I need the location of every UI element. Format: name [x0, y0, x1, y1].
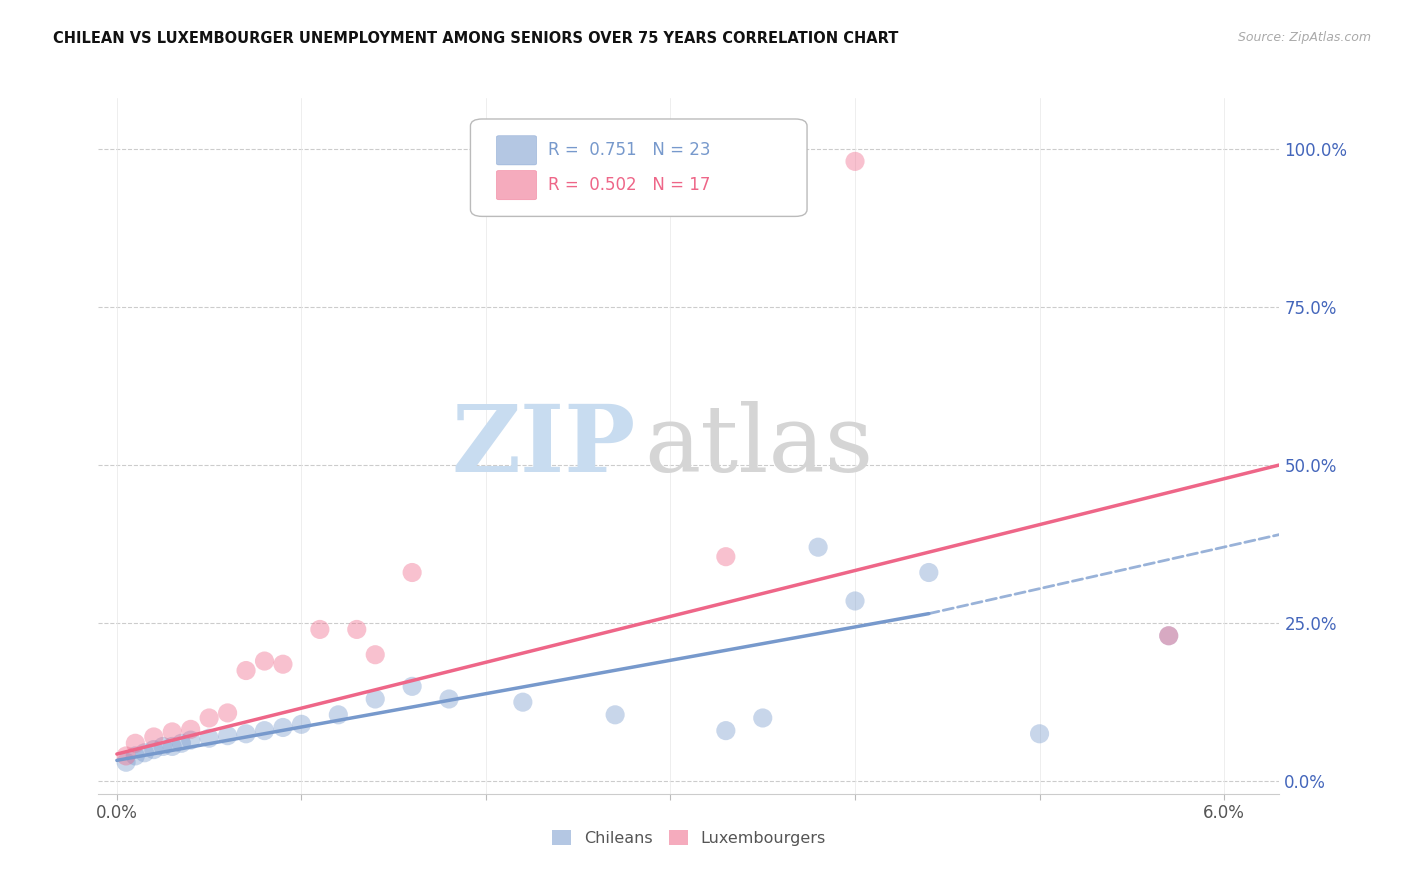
- Point: [364, 692, 387, 706]
- Text: R =  0.751   N = 23: R = 0.751 N = 23: [548, 141, 711, 160]
- Text: ZIP: ZIP: [451, 401, 636, 491]
- Point: [844, 594, 866, 608]
- Point: [115, 756, 138, 770]
- Point: [844, 154, 866, 169]
- Point: [271, 657, 294, 672]
- FancyBboxPatch shape: [471, 119, 807, 217]
- Point: [253, 723, 276, 738]
- Point: [142, 742, 165, 756]
- Point: [217, 729, 239, 743]
- Point: [401, 679, 423, 693]
- Point: [198, 731, 221, 746]
- FancyBboxPatch shape: [496, 136, 537, 165]
- FancyBboxPatch shape: [496, 170, 537, 200]
- Point: [115, 748, 138, 763]
- Point: [162, 725, 183, 739]
- Point: [714, 723, 737, 738]
- Text: atlas: atlas: [644, 401, 873, 491]
- Point: [290, 717, 312, 731]
- Point: [364, 648, 387, 662]
- Point: [1157, 629, 1180, 643]
- Point: [328, 707, 350, 722]
- Point: [918, 566, 941, 580]
- Point: [124, 748, 146, 763]
- Point: [1157, 629, 1180, 643]
- Point: [180, 723, 202, 737]
- Point: [309, 623, 332, 637]
- Point: [124, 736, 146, 750]
- Point: [346, 623, 368, 637]
- Point: [1028, 727, 1050, 741]
- Point: [180, 733, 202, 747]
- Point: [142, 730, 165, 744]
- Point: [605, 707, 627, 722]
- Point: [752, 711, 775, 725]
- Text: Source: ZipAtlas.com: Source: ZipAtlas.com: [1237, 31, 1371, 45]
- Point: [152, 739, 174, 754]
- Point: [401, 566, 423, 580]
- Point: [271, 721, 294, 735]
- Point: [253, 654, 276, 668]
- Text: CHILEAN VS LUXEMBOURGER UNEMPLOYMENT AMONG SENIORS OVER 75 YEARS CORRELATION CHA: CHILEAN VS LUXEMBOURGER UNEMPLOYMENT AMO…: [53, 31, 898, 46]
- Point: [235, 727, 257, 741]
- Text: R =  0.502   N = 17: R = 0.502 N = 17: [548, 176, 711, 194]
- Point: [162, 739, 183, 754]
- Point: [170, 736, 193, 750]
- Point: [714, 549, 737, 564]
- Point: [198, 711, 221, 725]
- Point: [217, 706, 239, 720]
- Point: [512, 695, 534, 709]
- Legend: Chileans, Luxembourgers: Chileans, Luxembourgers: [546, 823, 832, 852]
- Point: [807, 540, 830, 554]
- Point: [134, 746, 156, 760]
- Point: [437, 692, 460, 706]
- Point: [235, 664, 257, 678]
